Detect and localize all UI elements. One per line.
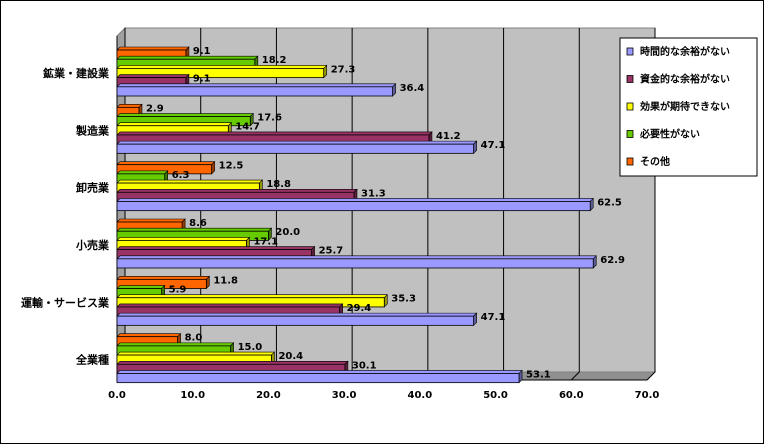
bar — [116, 245, 316, 260]
data-label: 47.1 — [481, 312, 506, 323]
data-label: 14.7 — [235, 122, 260, 133]
bar — [116, 227, 273, 242]
data-label: 53.1 — [526, 369, 551, 380]
legend-swatch — [626, 102, 634, 111]
category-label: 運輸・サービス業 — [21, 295, 110, 309]
category-label: 卸売業 — [76, 181, 110, 195]
legend-swatch — [626, 47, 634, 56]
bar — [116, 332, 182, 347]
bar — [116, 236, 251, 251]
data-label: 2.9 — [146, 103, 164, 114]
bar — [116, 255, 597, 269]
x-tick-label: 70.0 — [635, 390, 660, 401]
bar — [116, 360, 349, 375]
legend-swatch — [626, 130, 634, 138]
bar — [116, 294, 388, 308]
legend-box — [619, 37, 758, 177]
data-label: 31.3 — [361, 188, 386, 199]
data-label: 9.1 — [193, 74, 211, 85]
data-label: 25.7 — [319, 246, 344, 257]
data-label: 8.0 — [185, 333, 203, 344]
legend-item: 時間的な余裕がない — [626, 45, 730, 58]
data-labels: 9.1 18.2 27.3 9.1 36.4 2.9 17.614.7 41.2 47.1 12.… — [146, 46, 625, 380]
data-label: 17.6 — [257, 113, 282, 124]
data-label: 30.1 — [352, 360, 377, 371]
legend-label: 必要性がない — [639, 128, 700, 141]
bar — [116, 342, 235, 356]
x-tick-label: 30.0 — [332, 390, 357, 401]
bar — [116, 369, 523, 384]
data-label: 6.3 — [172, 170, 190, 181]
bar — [116, 179, 264, 193]
data-label: 15.0 — [238, 342, 263, 353]
x-tick-label: 50.0 — [483, 390, 508, 401]
data-label: 9.1 — [193, 46, 211, 57]
data-label: 18.2 — [262, 55, 287, 66]
legend-label: 資金的な余裕がない — [640, 73, 730, 86]
x-tick-label: 60.0 — [559, 390, 584, 401]
data-label: 17.1 — [253, 236, 278, 247]
legend-swatch — [626, 75, 634, 83]
bar — [116, 83, 397, 97]
data-label: 12.5 — [219, 161, 244, 172]
bar — [116, 197, 594, 212]
legend-item: その他 — [626, 155, 670, 168]
data-label: 35.3 — [391, 294, 416, 305]
bar — [116, 122, 233, 136]
x-tick-label: 40.0 — [408, 390, 433, 401]
x-tick-label: 10.0 — [180, 390, 205, 401]
legend-label: 時間的な余裕がない — [640, 45, 730, 58]
data-label: 11.8 — [213, 275, 238, 286]
category-label: 製造業 — [75, 123, 110, 137]
x-tick-label: 20.0 — [256, 390, 281, 401]
data-label: 47.1 — [481, 140, 506, 151]
data-label: 62.5 — [597, 197, 622, 208]
bar — [116, 140, 478, 155]
gridline-floor — [646, 371, 656, 381]
category-label: 小売業 — [75, 238, 110, 252]
legend-item: 資金的な余裕がない — [626, 73, 730, 86]
bar-series — [116, 46, 597, 384]
legend-label: 効果が期待できない — [640, 100, 730, 113]
data-label: 5.9 — [169, 285, 187, 296]
data-label: 27.3 — [331, 64, 356, 75]
data-label: 29.4 — [347, 303, 372, 314]
legend-item: 効果が期待できない — [626, 100, 730, 113]
bar — [116, 303, 344, 317]
data-label: 62.9 — [600, 255, 625, 266]
bar — [116, 312, 478, 327]
legend-item: 必要性がない — [626, 128, 700, 141]
data-label: 36.4 — [400, 83, 425, 94]
data-label: 18.8 — [266, 179, 291, 190]
bar — [116, 64, 328, 79]
category-label: 全業種 — [75, 353, 109, 367]
data-label: 20.4 — [278, 351, 303, 362]
data-label: 41.2 — [436, 131, 461, 142]
legend-swatch — [626, 157, 634, 166]
x-tick-label: 0.0 — [108, 390, 126, 401]
legend-label: その他 — [640, 155, 670, 168]
gridline-floor — [570, 371, 580, 381]
category-label: 鉱業・建設業 — [43, 66, 110, 80]
x-axis-ticks: 0.0 10.0 20.0 30.0 40.0 50.0 60.0 70.0 — [108, 390, 659, 401]
bar — [116, 275, 211, 290]
data-label: 8.6 — [189, 218, 207, 229]
data-label: 20.0 — [275, 227, 300, 238]
